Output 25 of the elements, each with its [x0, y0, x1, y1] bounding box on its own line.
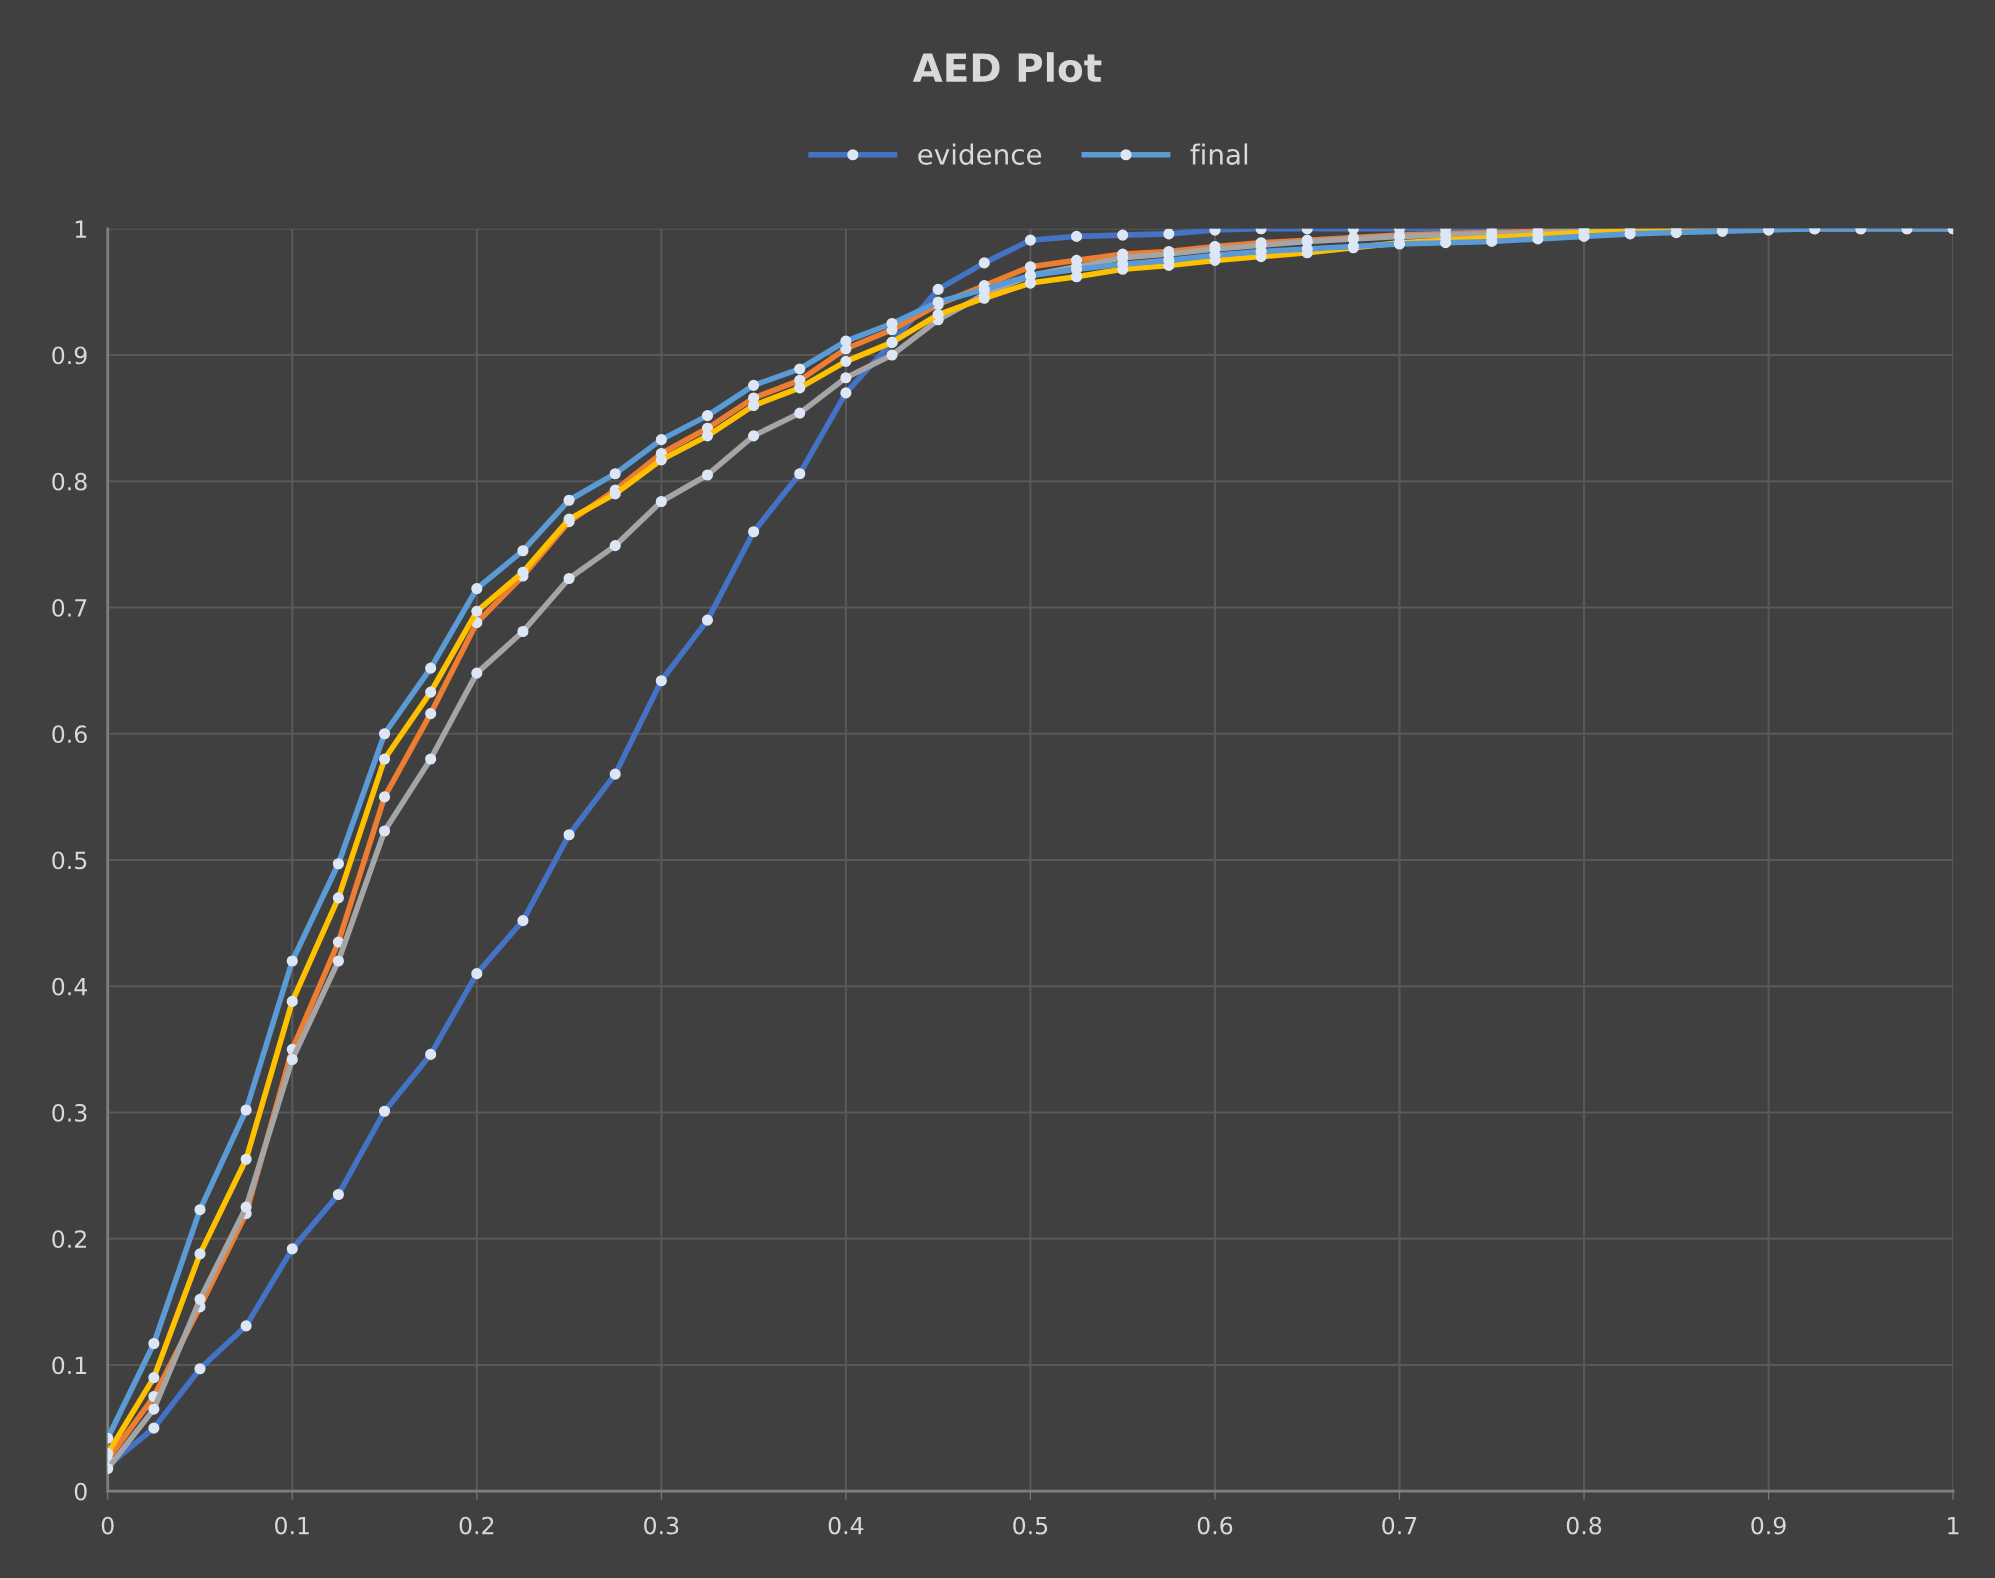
legend-label: final: [1190, 143, 1248, 165]
y-tick-label: 0.2: [52, 1230, 86, 1249]
x-tick-label: 0: [101, 1516, 114, 1535]
y-tick-label: 0.6: [52, 725, 87, 744]
x-tick-label: 0.9: [1751, 1516, 1786, 1535]
x-tick-label: 0.7: [1382, 1516, 1417, 1535]
y-tick-label: 0: [74, 1482, 87, 1501]
y-tick-label: 0.9: [52, 346, 87, 365]
x-tick-label: 0.8: [1566, 1516, 1602, 1535]
x-tick-label: 0.5: [1013, 1516, 1048, 1535]
x-tick-label: 1: [1948, 1516, 1959, 1535]
x-tick-label: 0.3: [644, 1516, 679, 1535]
y-tick-label: 0.7: [52, 598, 87, 617]
chart-title: AED Plot: [912, 52, 1102, 83]
x-tick-label: 0.1: [275, 1516, 309, 1535]
y-tick-label: 0.8: [52, 472, 87, 491]
y-tick-label: 0.5: [52, 851, 87, 870]
y-tick-label: 0.3: [52, 1103, 87, 1122]
y-tick-label: 0.4: [52, 977, 87, 996]
legend-label: evidence: [918, 143, 1042, 165]
y-tick-label: 0.1: [52, 1356, 87, 1375]
y-tick-label: 1: [75, 220, 87, 238]
x-tick-label: 0.6: [1197, 1516, 1233, 1535]
x-tick-label: 0.2: [459, 1516, 494, 1535]
x-tick-label: 0.4: [828, 1516, 864, 1535]
